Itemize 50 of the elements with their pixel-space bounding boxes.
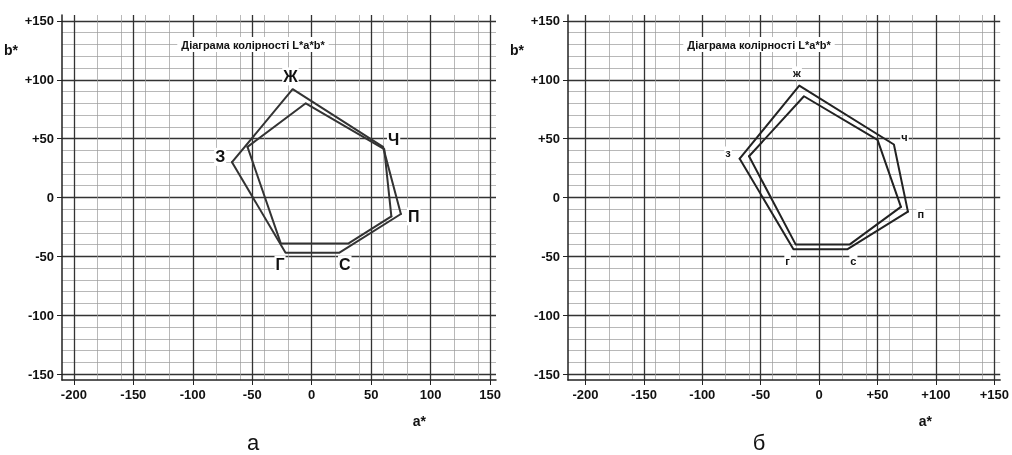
x-tick-label: 0 <box>815 387 823 402</box>
text: Діаграма колірності L*a*b* <box>687 38 832 51</box>
text: б <box>752 429 766 455</box>
annotation: Ж <box>282 67 299 85</box>
y-tick-label: +50 <box>537 131 560 147</box>
x-tick-label: +50 <box>866 387 889 402</box>
y-tick-label: -150 <box>533 366 560 382</box>
y-axis-title: b* <box>510 42 525 58</box>
annotation: г <box>785 254 791 267</box>
x-axis-title: a* <box>412 413 427 429</box>
annotation: с <box>850 254 857 267</box>
y-tick-label: -100 <box>533 307 560 323</box>
annotation: ч <box>901 131 908 144</box>
y-tick-label: 0 <box>552 190 560 205</box>
y-tick-label: -150 <box>27 366 54 382</box>
text: а <box>246 429 260 455</box>
x-tick-label: -200 <box>572 387 599 402</box>
x-tick-label: 50 <box>363 387 379 402</box>
annotation: п <box>917 207 925 220</box>
annotation: С <box>338 256 351 274</box>
x-tick-label: -200 <box>60 387 87 402</box>
y-tick-label: -100 <box>27 307 54 323</box>
y-tick-label: +150 <box>530 13 560 29</box>
annotation: з <box>725 146 732 159</box>
x-tick-label: 0 <box>308 387 316 402</box>
x-axis-title: a* <box>918 413 933 429</box>
x-tick-label: -50 <box>751 387 771 402</box>
y-tick-label: -50 <box>541 248 560 264</box>
x-tick-label: 100 <box>419 387 442 402</box>
annotation: ж <box>792 66 802 79</box>
y-tick-label: +150 <box>24 13 54 29</box>
x-tick-label: -150 <box>630 387 657 402</box>
x-tick-label: +150 <box>979 387 1010 402</box>
x-tick-label: -100 <box>179 387 206 402</box>
y-axis-title: b* <box>4 42 19 58</box>
x-tick-label: -100 <box>689 387 716 402</box>
annotation: П <box>407 207 420 225</box>
annotation: Ч <box>387 130 400 148</box>
annotation: З <box>215 148 226 166</box>
annotation: Г <box>275 256 285 274</box>
y-tick-label: +100 <box>530 72 560 88</box>
y-tick-label: +50 <box>31 131 54 147</box>
x-tick-label: -50 <box>242 387 262 402</box>
text: Діаграма колірності L*a*b* <box>181 38 326 51</box>
y-tick-label: 0 <box>46 190 54 205</box>
y-tick-label: +100 <box>24 72 54 88</box>
x-tick-label: 150 <box>479 387 501 402</box>
x-tick-label: -150 <box>120 387 147 402</box>
y-tick-label: -50 <box>35 248 54 264</box>
x-tick-label: +100 <box>921 387 951 402</box>
